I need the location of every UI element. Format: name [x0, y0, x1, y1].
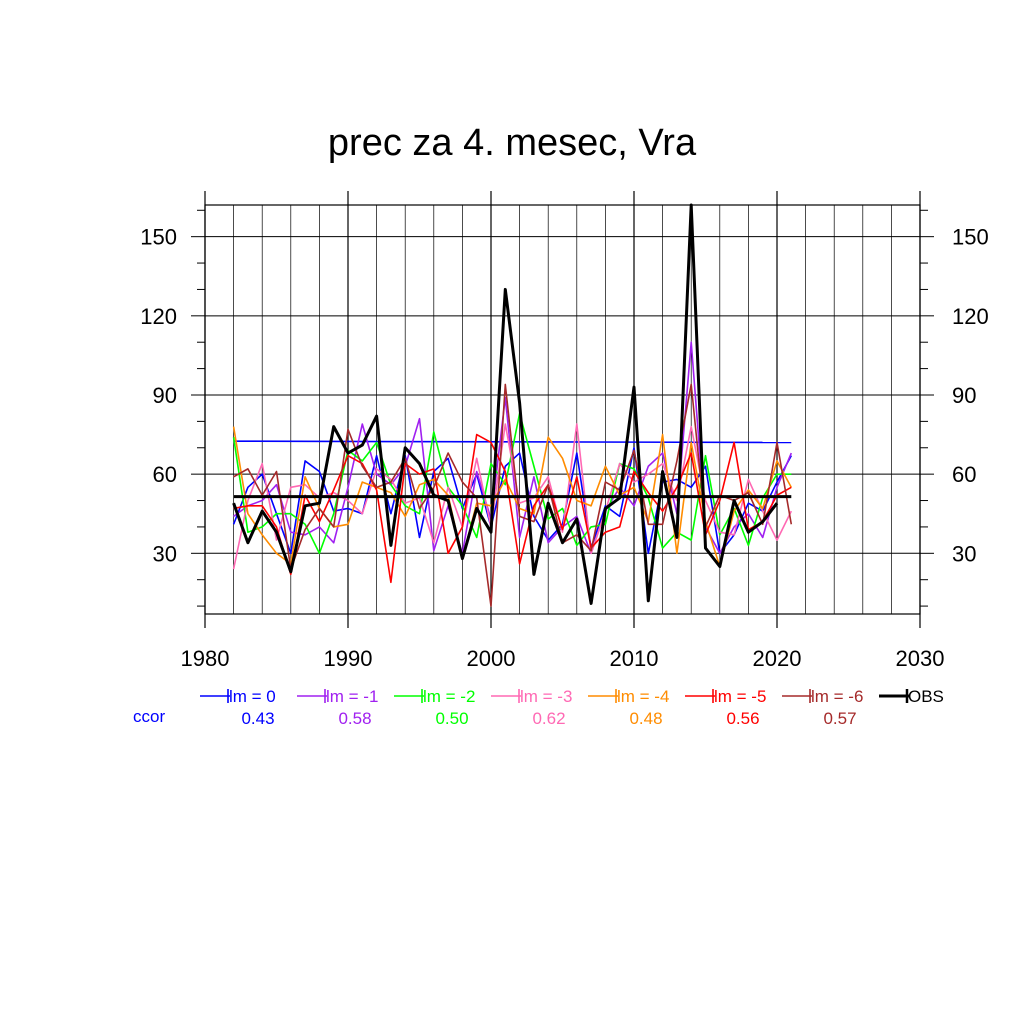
y-tick-label: 60 [952, 462, 976, 487]
x-tick-label: 2010 [610, 646, 659, 671]
ccor-value: 0.62 [532, 709, 565, 728]
plot-frame [204, 204, 921, 615]
series-lines [232, 203, 793, 607]
legend-label: lm = -4 [617, 687, 669, 706]
ccor-value: 0.50 [435, 709, 468, 728]
legend-label: lm = -3 [520, 687, 572, 706]
ccor-label: ccor [133, 707, 165, 726]
y-tick-label: 120 [952, 304, 989, 329]
ccor-value: 0.56 [726, 709, 759, 728]
axes: 1980 1990 2000 2010 2020 2030 30 30 60 60 90 90 120 1… [140, 191, 989, 671]
ccor-value: 0.43 [241, 709, 274, 728]
y-tick-label: 30 [952, 541, 976, 566]
series-line [232, 203, 779, 605]
series-line [233, 433, 792, 584]
ccor-value: 0.57 [823, 709, 856, 728]
legend-label: lm = -2 [423, 687, 475, 706]
y-tick-label: 150 [140, 225, 177, 250]
y-tick-label: 90 [153, 383, 177, 408]
x-tick-label: 2030 [896, 646, 945, 671]
mean-line [233, 440, 792, 444]
y-tick-label: 120 [140, 304, 177, 329]
x-tick-label: 2020 [753, 646, 802, 671]
x-tick-label: 1980 [181, 646, 230, 671]
plot-border [204, 204, 921, 615]
legend-label: lm = 0 [229, 687, 276, 706]
ccor-value: 0.58 [338, 709, 371, 728]
grid [204, 205, 921, 614]
y-tick-label: 150 [952, 225, 989, 250]
y-tick-label: 90 [952, 383, 976, 408]
y-tick-label: 60 [153, 462, 177, 487]
legend-label: lm = -1 [326, 687, 378, 706]
chart-title: prec za 4. mesec, Vra [327, 122, 697, 164]
ccor-value: 0.48 [629, 709, 662, 728]
legend-label: lm = -6 [811, 687, 863, 706]
legend: ccor lm = 0 0.43 lm = -1 0.58 lm = -2 0.50 lm =… [133, 687, 944, 728]
x-tick-label: 1990 [324, 646, 373, 671]
x-tick-label: 2000 [467, 646, 516, 671]
legend-label: lm = -5 [714, 687, 766, 706]
series-line [233, 383, 793, 607]
y-tick-label: 30 [153, 541, 177, 566]
legend-label: OBS [908, 687, 944, 706]
